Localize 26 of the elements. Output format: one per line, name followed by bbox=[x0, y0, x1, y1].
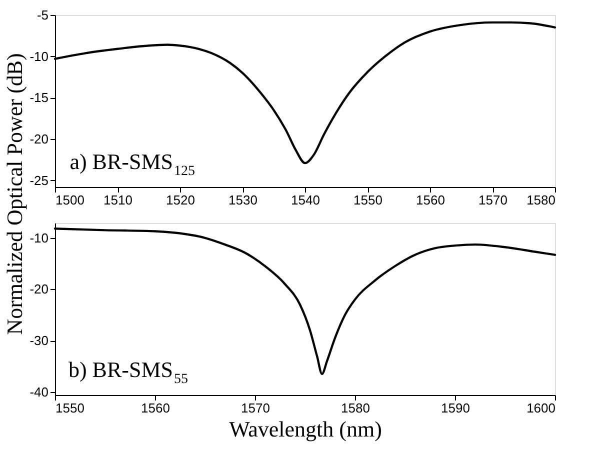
y-tick-label: -25 bbox=[30, 172, 48, 188]
y-tick-label: -20 bbox=[30, 132, 48, 147]
y-tick-label: -20 bbox=[30, 282, 48, 297]
y-tick-label: -5 bbox=[36, 8, 48, 22]
x-tick-label: 1520 bbox=[166, 192, 195, 208]
y-tick-label: -10 bbox=[30, 230, 48, 246]
x-tick-label: 1550 bbox=[56, 400, 84, 416]
x-tick-label: 1560 bbox=[141, 400, 170, 416]
x-tick-label: 1570 bbox=[241, 400, 270, 416]
x-tick-label: 1600 bbox=[526, 400, 556, 416]
x-tick-label: 1570 bbox=[478, 192, 508, 208]
y-tick-label: -40 bbox=[30, 384, 48, 400]
y-axis-title: Normalized Optical Power (dB) bbox=[2, 53, 27, 335]
x-tick-label: 1530 bbox=[228, 192, 258, 208]
y-tick-label: -15 bbox=[30, 90, 48, 106]
y-tick-label: -30 bbox=[30, 333, 48, 348]
x-tick-label: 1540 bbox=[291, 192, 320, 208]
x-tick-label: 1580 bbox=[341, 400, 370, 416]
x-tick-label: 1510 bbox=[104, 192, 132, 208]
x-tick-label: 1550 bbox=[354, 192, 382, 208]
x-tick-label: 1500 bbox=[56, 192, 84, 208]
x-axis-title: Wavelength (nm) bbox=[229, 416, 382, 442]
x-tick-label: 1590 bbox=[441, 400, 470, 416]
x-tick-label: 1560 bbox=[416, 192, 445, 208]
y-tick-label: -10 bbox=[30, 48, 48, 64]
x-tick-label: 1580 bbox=[526, 192, 556, 208]
